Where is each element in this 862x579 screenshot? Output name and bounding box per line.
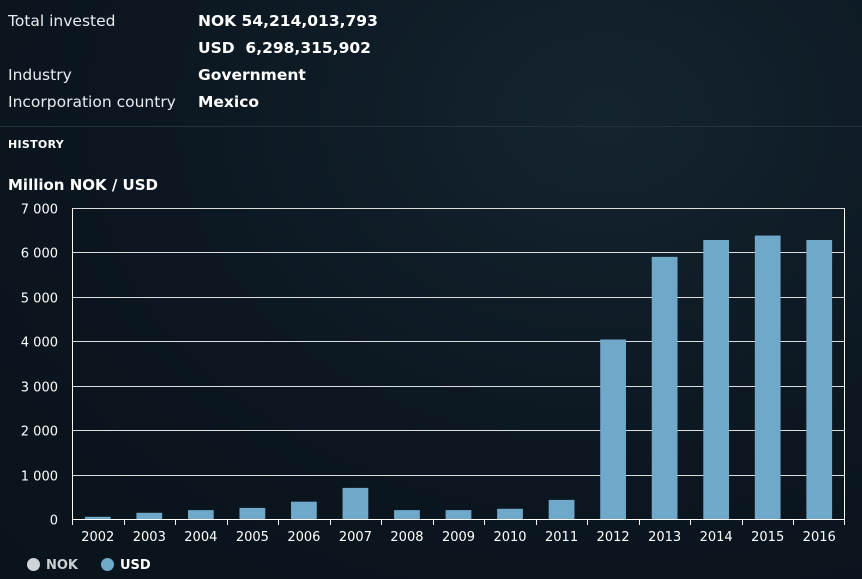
bar-2014 [703,239,730,519]
legend-item-usd[interactable]: USD [101,558,151,573]
x-tick-label-2010: 2010 [493,530,526,545]
country-label: Incorporation country [8,93,176,111]
history-bar-chart: 0 1 000 2 000 3 000 4 000 5 000 6 000 7 000 2002… [21,203,845,545]
bar-2004 [187,510,214,519]
x-tick-label-2008: 2008 [390,530,423,545]
bar-2007 [342,487,369,519]
x-tick-label-2015: 2015 [751,530,784,545]
bar-2005 [239,507,266,519]
y-tick-label: 7 000 [21,203,58,218]
x-tick-label-2012: 2012 [597,530,630,545]
total-invested-label: Total invested [8,12,116,30]
industry-label: Industry [8,66,72,84]
bar-2011 [548,499,575,519]
x-tick-label-2011: 2011 [545,530,578,545]
bar-2016 [806,239,833,519]
x-tick-label-2013: 2013 [648,530,681,545]
y-tick-label: 6 000 [21,247,58,262]
bar-2002 [84,516,111,519]
y-tick-label: 0 [50,514,58,529]
total-invested-nok: NOK 54,214,013,793 [198,12,378,30]
y-axis-label: Million NOK / USD [8,176,158,194]
legend-dot-usd [101,558,114,571]
y-tick-label: 3 000 [21,381,58,396]
x-tick-label-2014: 2014 [700,530,733,545]
x-tick-label-2009: 2009 [442,530,475,545]
bar-2008 [394,510,420,519]
section-divider [0,126,862,127]
bar-2009 [445,510,472,519]
total-invested-usd: USD 6,298,315,902 [198,39,371,57]
bar-2006 [291,501,317,519]
bar-2012 [600,339,626,519]
y-tick-label: 4 000 [21,336,58,351]
industry-value: Government [198,66,306,84]
bar-2013 [651,256,678,519]
x-tick-label-2003: 2003 [133,530,166,545]
x-tick-label-2007: 2007 [339,530,372,545]
legend-label-usd: USD [120,558,151,573]
x-tick-label-2016: 2016 [803,530,836,545]
x-tick-label-2002: 2002 [81,530,114,545]
legend-item-nok[interactable]: NOK [27,558,78,573]
legend-dot-nok [27,558,40,571]
y-tick-label: 1 000 [21,470,58,485]
x-tick-label-2006: 2006 [287,530,320,545]
country-value: Mexico [198,93,260,111]
history-section-title: HISTORY [8,138,65,151]
x-tick-label-2005: 2005 [236,530,269,545]
bar-2003 [136,512,163,519]
bar-2010 [497,508,523,519]
x-tick-label-2004: 2004 [184,530,217,545]
y-tick-label: 2 000 [21,425,58,440]
legend-label-nok: NOK [46,558,79,573]
bar-2015 [754,235,781,519]
y-tick-label: 5 000 [21,292,58,307]
